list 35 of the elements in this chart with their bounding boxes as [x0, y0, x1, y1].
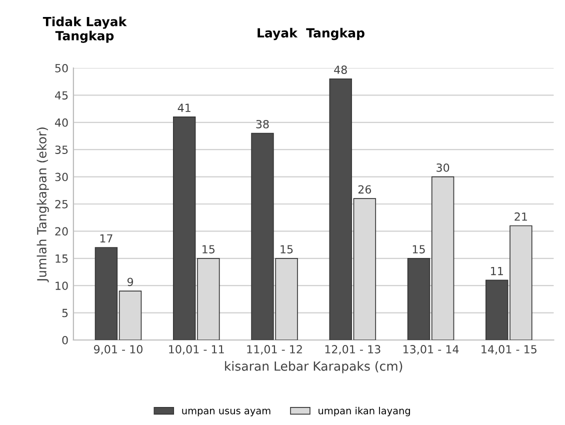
- x-tick-label: 9,01 - 10: [94, 345, 142, 355]
- y-tick-label: 30: [55, 172, 68, 182]
- data-label: 26: [358, 185, 372, 194]
- data-label: 15: [412, 245, 425, 254]
- data-label: 21: [514, 212, 527, 221]
- data-label: 41: [178, 104, 190, 112]
- y-tick-label: 15: [56, 254, 68, 263]
- y-tick-label: 45: [54, 91, 68, 100]
- text: Tidak Layak Tangkap: [42, 16, 127, 43]
- y-axis-title: Jumlah Tangkapan (ekor): [36, 128, 49, 282]
- y-tick-label: 40: [54, 118, 68, 127]
- legend-label: umpan ikan layang: [318, 406, 410, 416]
- x-tick-label: 13,01 - 14: [403, 345, 459, 355]
- x-tick-label: 10,01 - 11: [169, 345, 224, 355]
- y-tick-label: 25: [55, 200, 68, 208]
- data-label: 9: [127, 278, 134, 286]
- y-tick-label: 20: [55, 227, 68, 236]
- legend-label: umpan usus ayam: [182, 408, 270, 416]
- data-label: 17: [100, 234, 112, 242]
- data-label: 30: [436, 163, 450, 172]
- y-tick-label: 5: [62, 308, 68, 318]
- x-tick-label: 11,01 - 12: [247, 345, 302, 355]
- y-tick-label: 0: [62, 336, 68, 344]
- data-label: 15: [202, 245, 215, 254]
- data-label: 15: [280, 245, 293, 254]
- data-label: 38: [256, 120, 269, 128]
- x-tick-label: 12,01 - 13: [325, 345, 380, 355]
- y-tick-label: 50: [55, 64, 68, 72]
- text: Layak Tangkap: [258, 28, 364, 40]
- y-tick-label: 10: [56, 282, 68, 290]
- x-tick-label: 14,01 - 15: [482, 345, 536, 355]
- x-axis-title: kisaran Lebar Karapaks (cm): [225, 361, 402, 374]
- y-tick-label: 35: [55, 146, 68, 154]
- data-label: 11: [491, 266, 503, 276]
- data-label: 48: [334, 66, 347, 74]
